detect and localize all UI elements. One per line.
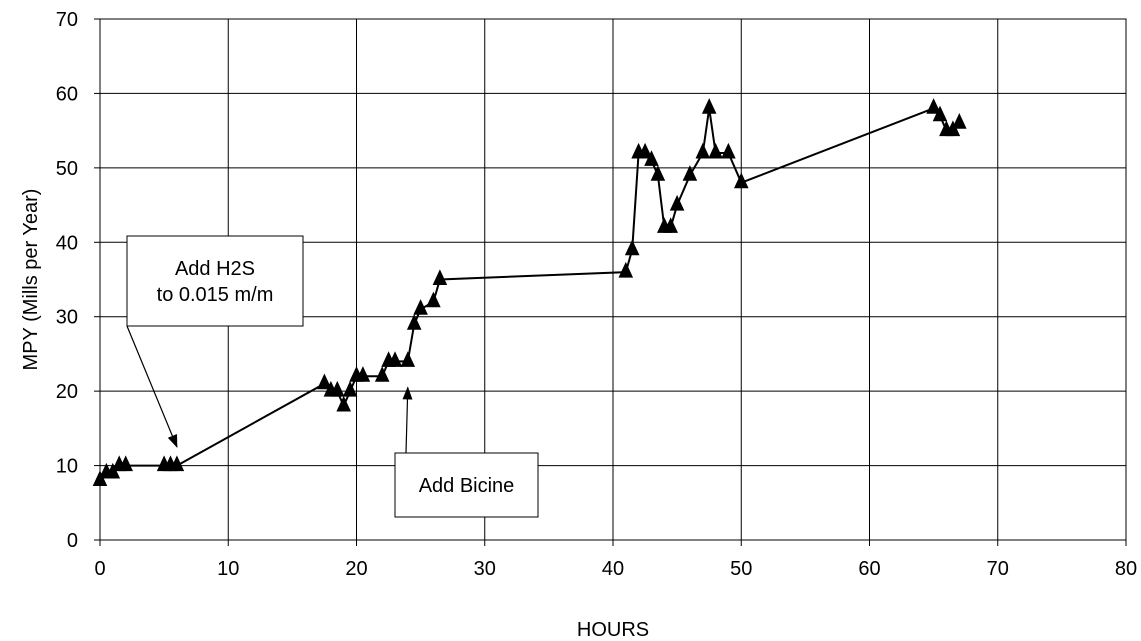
x-tick-label: 80	[1115, 558, 1137, 580]
axis-ticks: 0 10 20 30 40 50 60 70 80 0 10 20 30 40 50 60 70	[56, 9, 1137, 580]
annotation-arrow	[402, 386, 413, 454]
y-tick-label: 40	[56, 232, 78, 254]
x-tick-label: 20	[345, 558, 367, 580]
x-axis-title: HOURS	[577, 619, 649, 641]
data-point	[695, 142, 711, 159]
y-axis-title: MPY (Mills per Year)	[20, 189, 42, 371]
data-point	[413, 299, 428, 315]
data-point	[708, 142, 723, 159]
data-point	[118, 455, 133, 472]
annotation-arrow	[126, 325, 178, 448]
data-point	[618, 261, 634, 278]
data-point	[374, 366, 390, 382]
data-point	[637, 142, 653, 159]
data-point	[926, 98, 941, 114]
data-point	[355, 366, 371, 382]
x-tick-label: 30	[474, 558, 496, 580]
y-tick-label: 10	[56, 456, 78, 478]
data-point	[682, 165, 698, 181]
data-point	[336, 395, 351, 412]
data-point	[426, 291, 441, 308]
data-point	[624, 239, 640, 256]
y-tick-label: 0	[67, 530, 78, 552]
data-point	[669, 194, 685, 211]
data-point	[387, 351, 403, 367]
data-point	[400, 351, 416, 367]
annotations: Add H2S to 0.015 m/m Add Bicine	[126, 235, 539, 518]
annotation-text: to 0.015 m/m	[157, 284, 274, 306]
data-point	[932, 105, 948, 122]
data-point	[644, 150, 659, 166]
data-point	[432, 269, 448, 285]
y-tick-label: 70	[56, 9, 78, 31]
data-point	[169, 455, 185, 472]
x-tick-label: 0	[94, 558, 105, 580]
data-point	[734, 172, 749, 189]
y-tick-label: 50	[56, 158, 78, 180]
x-tick-label: 70	[987, 558, 1009, 580]
data-point	[317, 373, 332, 390]
data-point	[330, 380, 345, 397]
y-tick-label: 30	[56, 307, 78, 329]
data-point	[406, 314, 422, 330]
data-point	[650, 165, 666, 181]
y-tick-label: 20	[56, 381, 78, 403]
annotation-text: Add H2S	[175, 258, 255, 280]
data-point	[663, 217, 678, 233]
annotation-box	[394, 452, 539, 518]
x-tick-label: 50	[730, 558, 752, 580]
data-point	[952, 113, 967, 129]
annotation-text: Add Bicine	[419, 475, 515, 497]
x-tick-label: 10	[217, 558, 239, 580]
annotation-box	[126, 235, 304, 327]
x-tick-label: 40	[602, 558, 624, 580]
data-point	[701, 98, 717, 114]
y-tick-label: 60	[56, 83, 78, 105]
data-point	[721, 142, 736, 159]
data-point	[342, 380, 358, 397]
x-tick-label: 60	[858, 558, 880, 580]
series	[92, 98, 967, 486]
